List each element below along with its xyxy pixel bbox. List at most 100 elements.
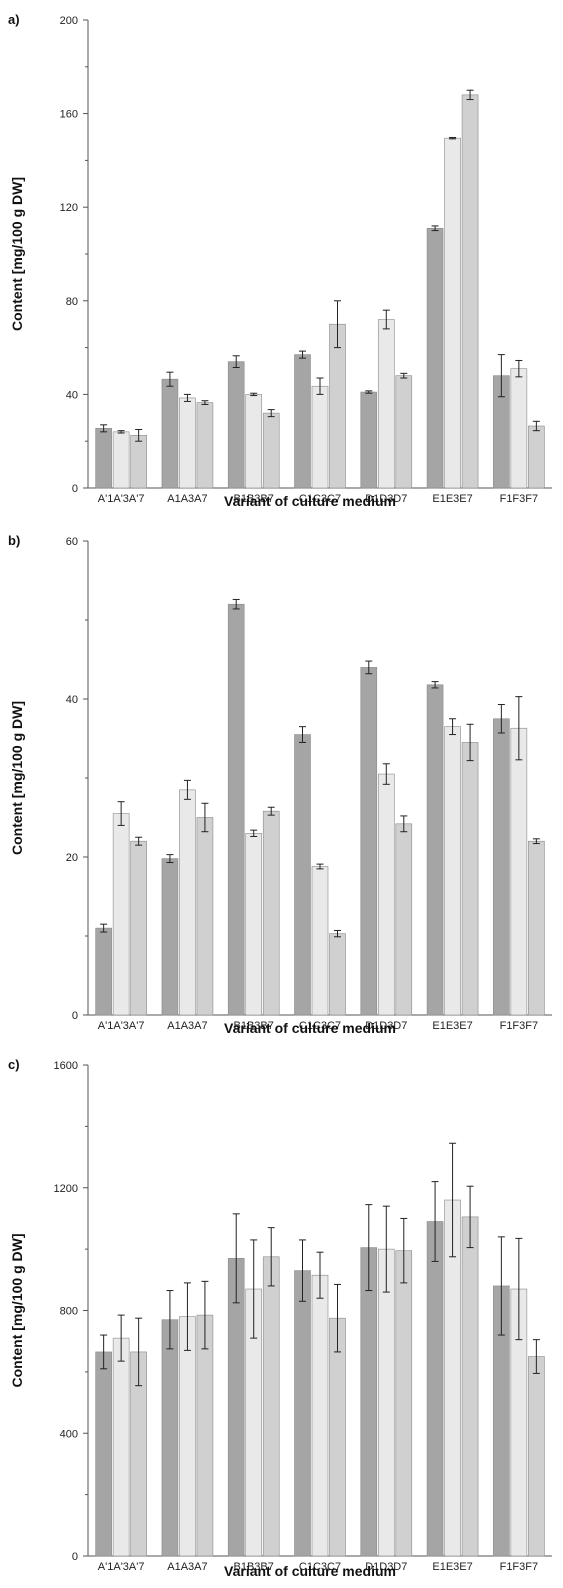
bar xyxy=(493,718,510,1016)
bar xyxy=(329,1317,346,1557)
x-tick-label: A'1A'3A'7 xyxy=(98,1561,145,1573)
bar xyxy=(161,378,179,489)
bar xyxy=(528,425,545,489)
y-tick-label: 0 xyxy=(72,1551,78,1563)
x-tick-label: E1E3E7 xyxy=(432,1020,472,1032)
y-tick-label: 200 xyxy=(60,15,78,27)
y-axis-title: Content [mg/100 g DW] xyxy=(9,701,25,855)
chart-panel-2: b) 0 20 40 60 Content [mg/100 g DW] A'1A'3A'7 A… xyxy=(8,533,552,1036)
x-tick-label: D1D3D7 xyxy=(365,493,407,505)
x-axis-title: Variant of culture medium xyxy=(224,493,396,509)
x-tick-label: D1D3D7 xyxy=(365,1020,407,1032)
bar xyxy=(179,789,196,1016)
bar xyxy=(95,1351,112,1557)
x-tick-label: B1B3B7 xyxy=(234,1020,274,1032)
bar xyxy=(426,227,444,489)
bar xyxy=(510,727,528,1016)
bar xyxy=(161,1319,179,1557)
bar xyxy=(377,1248,395,1557)
y-tick-label: 20 xyxy=(66,852,78,864)
x-tick-label: F1F3F7 xyxy=(500,1561,539,1573)
x-tick-label: A1A3A7 xyxy=(167,1020,207,1032)
bar xyxy=(510,368,528,489)
bar xyxy=(444,137,461,489)
x-tick-label: A'1A'3A'7 xyxy=(98,493,145,505)
bar xyxy=(161,858,179,1016)
bar xyxy=(311,1274,329,1557)
bar xyxy=(426,1221,444,1557)
bar xyxy=(262,810,280,1016)
bar xyxy=(377,319,395,489)
bar xyxy=(395,823,413,1016)
bar xyxy=(130,840,147,1016)
bar xyxy=(262,1256,280,1557)
x-tick-label: C1C3C7 xyxy=(299,1020,341,1032)
chart-panel-3: c) 0 400 800 1200 1600 Content [mg/100 g DW] A'… xyxy=(8,1057,552,1579)
bar xyxy=(95,428,112,489)
x-tick-label: B1B3B7 xyxy=(234,493,274,505)
bar xyxy=(227,361,245,489)
bar xyxy=(130,435,147,489)
x-tick-label: A'1A'3A'7 xyxy=(98,1020,145,1032)
bar xyxy=(461,742,479,1016)
y-tick-label: 160 xyxy=(60,109,78,121)
y-axis-title: Content [mg/100 g DW] xyxy=(9,177,25,331)
y-tick-label: 1600 xyxy=(54,1060,78,1072)
bar xyxy=(395,1250,413,1557)
bar xyxy=(461,94,479,489)
x-tick-label: C1C3C7 xyxy=(299,1561,341,1573)
x-tick-label: B1B3B7 xyxy=(234,1561,274,1573)
panel-label: b) xyxy=(8,533,20,548)
x-tick-label: A1A3A7 xyxy=(167,493,207,505)
bar xyxy=(294,354,311,489)
x-tick-label: C1C3C7 xyxy=(299,493,341,505)
x-tick-label: D1D3D7 xyxy=(365,1561,407,1573)
y-axis-title: Content [mg/100 g DW] xyxy=(9,1234,25,1388)
x-axis-title: Variant of culture medium xyxy=(224,1020,396,1036)
bar xyxy=(196,402,214,489)
bar xyxy=(311,866,329,1016)
bar xyxy=(95,927,112,1016)
y-tick-label: 400 xyxy=(60,1428,78,1440)
x-tick-label: F1F3F7 xyxy=(500,493,539,505)
y-tick-label: 0 xyxy=(72,483,78,495)
bar xyxy=(112,813,130,1016)
x-tick-label: A1A3A7 xyxy=(167,1561,207,1573)
bar xyxy=(329,933,346,1016)
bar xyxy=(227,603,245,1016)
bar xyxy=(196,1314,214,1557)
y-tick-label: 0 xyxy=(72,1010,78,1022)
x-tick-label: E1E3E7 xyxy=(432,493,472,505)
bar xyxy=(360,1247,378,1557)
bar xyxy=(245,394,263,489)
y-tick-label: 800 xyxy=(60,1306,78,1318)
bar xyxy=(294,734,311,1016)
bar xyxy=(112,431,130,489)
bar xyxy=(377,773,395,1016)
x-tick-label: E1E3E7 xyxy=(432,1561,472,1573)
bar xyxy=(426,684,444,1016)
y-tick-label: 60 xyxy=(66,536,78,548)
bar xyxy=(395,375,413,489)
bar xyxy=(179,1316,196,1557)
bar xyxy=(196,817,214,1016)
bar xyxy=(262,412,280,489)
bar xyxy=(528,840,545,1016)
y-tick-label: 80 xyxy=(66,296,78,308)
y-tick-label: 40 xyxy=(66,694,78,706)
chart-panel-1: a) 0 40 80 120 160 200 Content [mg/100 g DW] A'1… xyxy=(8,12,552,509)
y-tick-label: 40 xyxy=(66,389,78,401)
bar xyxy=(461,1216,479,1557)
bar xyxy=(245,832,263,1016)
bar xyxy=(528,1356,545,1557)
panel-label: a) xyxy=(8,12,20,27)
bar xyxy=(311,385,329,489)
bar xyxy=(444,726,461,1016)
bar xyxy=(329,323,346,489)
x-tick-label: F1F3F7 xyxy=(500,1020,539,1032)
bar xyxy=(360,667,378,1016)
bar xyxy=(360,391,378,489)
bar xyxy=(294,1270,311,1557)
y-tick-label: 1200 xyxy=(54,1183,78,1195)
